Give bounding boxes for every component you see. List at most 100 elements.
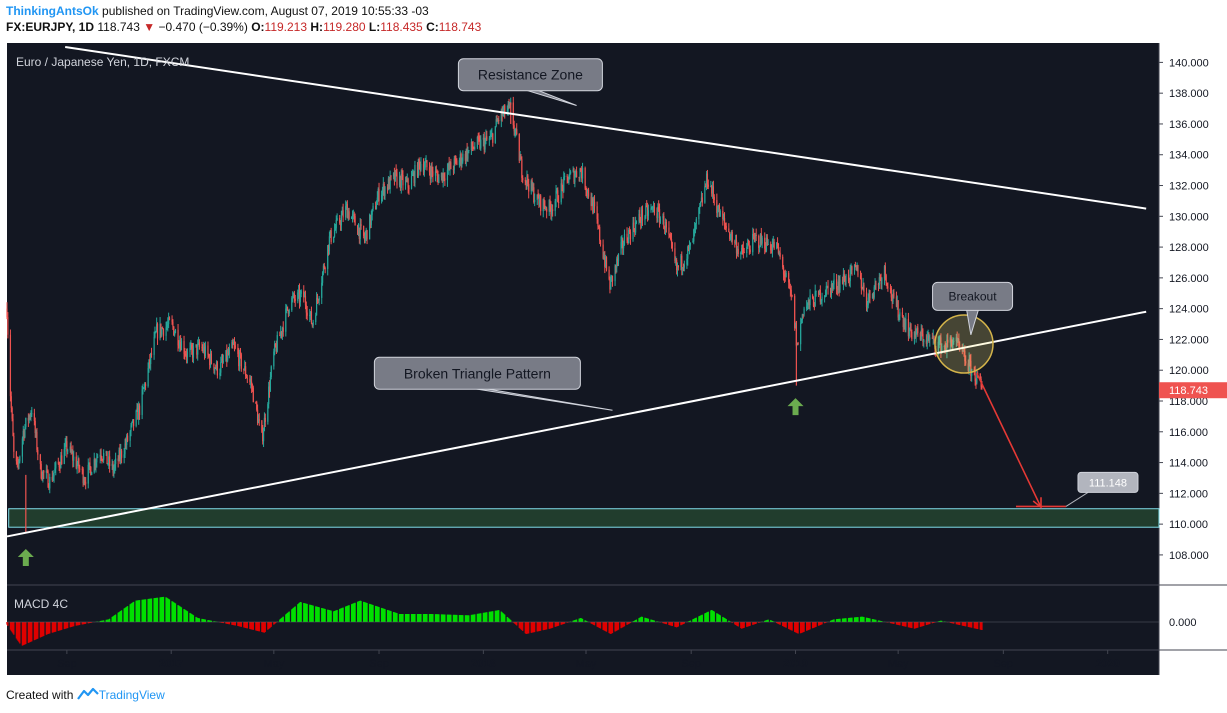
candle (58, 461, 60, 472)
candle (345, 201, 348, 210)
candle (47, 469, 49, 488)
candle-body (377, 189, 379, 198)
candle (712, 180, 715, 204)
candle (167, 317, 169, 332)
candle (303, 285, 305, 303)
candle-body (761, 237, 763, 244)
candle (28, 414, 30, 424)
candle (150, 347, 153, 358)
candle-body (610, 277, 612, 290)
candle-body (856, 265, 858, 270)
candle (815, 290, 817, 297)
candle-body (728, 228, 730, 233)
candle-body (455, 158, 457, 161)
candle-body (210, 353, 213, 364)
candle (854, 261, 856, 268)
candle (9, 329, 12, 402)
candle (871, 293, 874, 299)
candle (800, 317, 802, 351)
candle-body (333, 229, 336, 237)
candle-body (554, 201, 556, 211)
candle (825, 281, 827, 297)
candle-body (240, 354, 242, 369)
candle-body (310, 311, 313, 324)
candle-body (168, 317, 170, 324)
candle-body (208, 354, 210, 357)
candle-body (291, 297, 293, 311)
candle-body (262, 431, 265, 442)
candle (453, 155, 455, 174)
candle-body (782, 267, 785, 275)
candle-body (414, 164, 416, 183)
candle (327, 244, 330, 256)
candle (531, 177, 533, 191)
candle (866, 300, 868, 312)
candle (262, 427, 265, 448)
tradingview-brand-link[interactable]: TradingView (98, 688, 165, 702)
candle (446, 163, 449, 187)
candle (165, 321, 167, 341)
candle-body (562, 185, 564, 192)
candle-body (244, 366, 246, 371)
time-axis[interactable]: Sep 2017 May Sep 2018 May Sep 2019 May Sep 2020 (57, 650, 1120, 670)
candle (759, 245, 761, 253)
candle-body (407, 178, 409, 188)
candle (782, 254, 784, 270)
candle-body (317, 299, 319, 301)
candle (611, 275, 614, 287)
candle-body (597, 219, 599, 227)
candle (556, 188, 558, 194)
candle-body (340, 215, 342, 226)
candle-body (665, 221, 667, 228)
candle-body (668, 227, 670, 235)
candle-body (640, 209, 643, 223)
candle (174, 328, 177, 334)
candle-body (731, 232, 733, 242)
candle-body (839, 279, 841, 290)
candle (291, 296, 293, 312)
candle-body (243, 368, 245, 371)
candle-body (884, 266, 886, 276)
candle-body (48, 487, 50, 489)
candle (168, 316, 171, 321)
candle (640, 206, 643, 229)
price-axis[interactable]: 108.000110.000112.000114.000116.000118.0… (1159, 57, 1227, 629)
candle (932, 329, 934, 345)
candle (621, 234, 623, 249)
candle (237, 343, 239, 358)
candle-body (572, 169, 574, 172)
candle (213, 363, 215, 374)
candle (174, 330, 176, 337)
candle-body (465, 149, 467, 161)
candle-body (412, 172, 414, 175)
candle-body (639, 213, 641, 221)
candle-body (488, 138, 490, 140)
candle (476, 135, 478, 150)
candle-body (566, 175, 568, 177)
candle-body (638, 213, 640, 222)
author-link[interactable]: ThinkingAntsOk (6, 4, 99, 18)
candle (554, 198, 556, 217)
candle-body (651, 207, 653, 209)
candle-body (830, 284, 833, 295)
candle-body (963, 349, 965, 351)
candle-body (360, 224, 362, 226)
candle-body (413, 172, 415, 183)
candle-body (357, 227, 360, 235)
candle-body (740, 252, 742, 255)
candle (896, 295, 898, 310)
candle (185, 348, 188, 364)
candle-body (949, 337, 951, 343)
candle-body (318, 297, 320, 301)
candle-body (897, 300, 899, 318)
candle (496, 114, 498, 122)
candle (70, 441, 72, 455)
candle (404, 176, 407, 190)
time-tick-label: May (263, 658, 284, 670)
candle (19, 455, 21, 464)
candle-body (47, 471, 49, 488)
candle-body (411, 174, 413, 176)
candle-body (113, 468, 115, 473)
candle (596, 201, 598, 224)
